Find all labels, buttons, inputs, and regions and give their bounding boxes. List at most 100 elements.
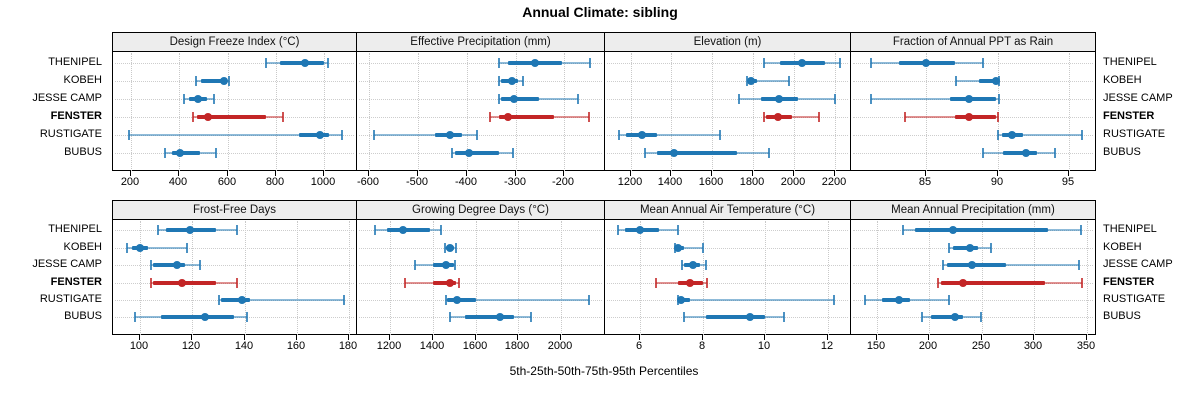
whisker-cap-right [1080,130,1083,140]
whisker-cap-left [869,94,872,104]
axis-tick-label: 1000 [310,176,336,188]
whisker-cap-left [489,112,492,122]
vertical-gridline [712,53,713,171]
vertical-gridline [1069,53,1070,171]
vertical-gridline [561,221,562,335]
vertical-gridline [518,221,519,335]
iqr-bar [954,115,997,119]
row-gridline [115,265,354,266]
median-dot [773,113,782,121]
axis-tick-label: 100 [129,340,149,352]
whisker-cap-right [475,130,478,140]
vertical-gridline [476,221,477,335]
plot-area [356,51,605,171]
median-dot [798,59,806,67]
plot-area [112,51,357,171]
median-dot [965,113,973,121]
median-dot [965,95,973,103]
whisker-cap-left [404,278,407,288]
median-dot [177,279,186,287]
axis-tick [130,171,131,176]
panel-strip: Mean Annual Air Temperature (°C) [604,200,851,220]
panel-elevation-m: Elevation (m) 1200 1400 1600 1800 2000 2200 [604,32,851,192]
iqr-bar [930,315,963,319]
whisker-cap-right [833,94,836,104]
iqr-bar [464,315,515,319]
panel-mean-annual-air-temperature-c: Mean Annual Air Temperature (°C) 6 8 10 12 [604,200,851,356]
median-dot [689,261,698,269]
median-dot [895,296,904,304]
panel-strip-title: Frost-Free Days [192,204,277,216]
site-label-rustigate: RUSTIGATE [1103,128,1166,140]
panel-strip-title: Mean Annual Air Temperature (°C) [639,204,816,216]
median-dot [465,149,474,157]
row-gridline [607,81,848,82]
median-dot [496,313,505,321]
axis-tick [711,171,712,176]
whisker-cap-right [326,58,329,68]
whisker-cap-left [127,130,130,140]
axis-tick-label: 120 [181,340,201,352]
axis-tick [517,335,518,340]
whisker-cap-right [440,225,443,235]
whisker-cap-right [213,94,216,104]
vertical-gridline [369,53,370,171]
plot-area [356,219,605,335]
median-dot [445,279,454,287]
vertical-gridline [794,53,795,171]
axis-tick-label: 8 [698,340,706,352]
axis-tick-label: 140 [234,340,254,352]
whisker-line [677,299,834,301]
axis-tick-label: 10 [757,340,771,352]
whisker-cap-left [448,312,451,322]
plot-area [850,51,1096,171]
axis-tick [178,171,179,176]
panel-strip-title: Design Freeze Index (°C) [169,36,300,48]
whisker-cap-right [676,225,679,235]
axis-tick [475,335,476,340]
axis-tick [997,171,998,176]
axis-tick [515,171,516,176]
row-gridline [853,300,1093,301]
panel-strip: Growing Degree Days (°C) [356,200,605,220]
x-axis: 85 90 95 [850,171,1096,191]
iqr-bar [657,151,737,155]
row-gridline [359,265,602,266]
whisker-cap-left [163,148,166,158]
axis-tick [563,171,564,176]
whisker-cap-right [246,312,249,322]
iqr-bar [386,228,430,232]
iqr-bar [978,79,998,83]
row-gridline [115,81,354,82]
axis-tick-label: 1600 [462,340,488,352]
axis-tick [417,171,418,176]
iqr-bar [914,228,1048,232]
vertical-gridline [418,53,419,171]
axis-tick [368,171,369,176]
vertical-gridline [1087,221,1088,335]
whisker-cap-right [214,148,217,158]
iqr-bar [947,263,1006,267]
row-gridline [359,283,602,284]
panel-strip: Mean Annual Precipitation (mm) [850,200,1096,220]
median-dot [686,279,695,287]
whisker-cap-left [217,295,220,305]
whisker-cap-right [227,76,230,86]
vertical-gridline [703,221,704,335]
whisker-cap-right [235,278,238,288]
whisker-cap-left [869,58,872,68]
vertical-gridline [982,221,983,335]
vertical-gridline [245,221,246,335]
axis-tick-label: 180 [338,340,358,352]
axis-tick-label: 250 [971,340,991,352]
axis-tick-label: 350 [1076,340,1096,352]
axis-tick [296,335,297,340]
whisker-cap-left [654,278,657,288]
site-label-fenster: FENSTER [1103,276,1155,288]
whisker-cap-left [745,76,748,86]
whisker-cap-left [413,260,416,270]
whisker-line [674,247,703,249]
whisker-line [943,264,1080,266]
axis-tick [389,335,390,340]
whisker-line [405,282,459,284]
